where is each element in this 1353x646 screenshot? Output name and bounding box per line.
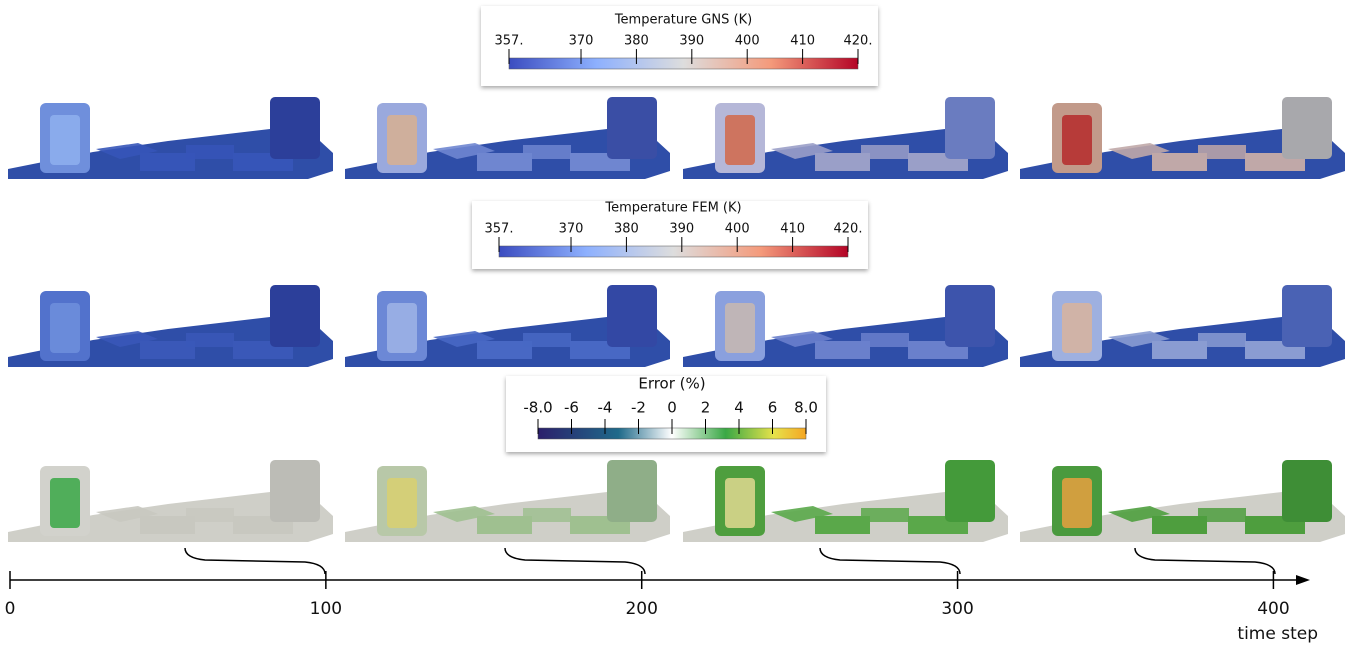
colorbar-tick-label: 357. — [485, 222, 514, 237]
colorbar-gradient — [508, 57, 859, 70]
colorbar-tick-label: 420. — [844, 34, 873, 49]
colorbar-box — [481, 6, 878, 86]
colorbar-tick-label: -6 — [564, 399, 579, 417]
render — [1020, 460, 1345, 542]
render — [345, 460, 670, 542]
colorbar-tick-label: 380 — [624, 34, 649, 49]
axis-tick-label: 300 — [941, 599, 973, 619]
render — [8, 97, 333, 179]
render — [345, 97, 670, 179]
colorbar-tick-label: 0 — [667, 399, 677, 417]
colorbar-tick-label: 400 — [735, 34, 760, 49]
axis-tick-label: 0 — [5, 599, 16, 619]
axis-tick-label: 400 — [1257, 599, 1289, 619]
axis-tick-label: 100 — [310, 599, 342, 619]
axis-arrow — [1296, 575, 1310, 585]
colorbar-tick-label: 2 — [701, 399, 711, 417]
colorbar: Temperature GNS (K) 357. 370 380 390 400 410 42… — [481, 6, 878, 86]
colorbar-tick-label: 390 — [679, 34, 704, 49]
colorbar: Error (%) -8.0 -6 -4 -2 0 2 4 6 8.0 — [506, 375, 826, 452]
colorbar-tick-label: -2 — [631, 399, 646, 417]
colorbar-title: Temperature FEM (K) — [604, 201, 741, 216]
colorbar-box — [472, 201, 868, 269]
time-axis: time step 0 100 200 300 400 — [5, 547, 1318, 644]
colorbar-tick-label: 357. — [495, 34, 524, 49]
render — [683, 460, 1008, 542]
colorbar-tick-label: 8.0 — [794, 399, 818, 417]
render — [8, 460, 333, 542]
axis-label: time step — [1237, 624, 1318, 644]
colorbar-tick-label: -8.0 — [523, 399, 552, 417]
colorbar-tick-label: 4 — [734, 399, 744, 417]
colorbar-title: Temperature GNS (K) — [614, 13, 752, 28]
render — [1020, 97, 1345, 179]
colorbar-tick-label: 380 — [614, 222, 639, 237]
colorbar: Temperature FEM (K) 357. 370 380 390 400 410 42… — [472, 201, 868, 269]
colorbar-tick-label: 370 — [559, 222, 584, 237]
render — [1020, 285, 1345, 367]
axis-tick-label: 200 — [625, 599, 657, 619]
render-panels — [8, 97, 1345, 542]
colorbar-tick-label: 410 — [780, 222, 805, 237]
colorbar-tick-label: -4 — [598, 399, 613, 417]
colorbar-box — [506, 376, 826, 452]
colorbar-tick-label: 370 — [569, 34, 594, 49]
colorbar-title: Error (%) — [638, 375, 705, 393]
render — [683, 97, 1008, 179]
brackets — [184, 547, 1276, 575]
render — [345, 285, 670, 367]
render — [8, 285, 333, 367]
colorbar-tick-label: 420. — [834, 222, 863, 237]
colorbar-tick-label: 400 — [725, 222, 750, 237]
colorbar-gradient — [498, 245, 849, 258]
colorbar-tick-label: 410 — [790, 34, 815, 49]
render — [683, 285, 1008, 367]
colorbar-tick-label: 6 — [768, 399, 778, 417]
colorbar-tick-label: 390 — [669, 222, 694, 237]
